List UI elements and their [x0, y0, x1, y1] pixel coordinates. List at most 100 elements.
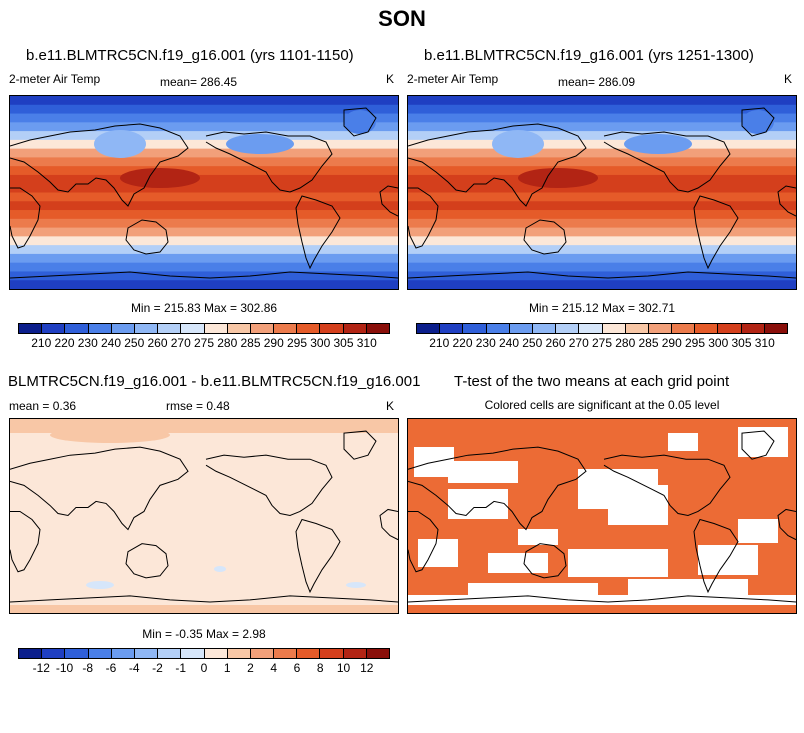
temperature-colorbar-swatch [343, 324, 367, 333]
difference-colorbar-tick-label: -12 [32, 661, 50, 675]
temperature-colorbar-tick-label: 220 [54, 336, 75, 350]
temperature-colorbar-tick-label: 240 [498, 336, 520, 350]
panel3-colorbar-ticks: -12 -10 -8 -6 -4 -2 -1 0 1 2 4 6 8 10 12 [18, 661, 390, 675]
temperature-colorbar-tick-label: 240 [100, 336, 122, 350]
temperature-colorbar-tick-label: 280 [615, 336, 636, 350]
panel3-map [9, 418, 399, 614]
temperature-colorbar-swatch [440, 324, 464, 333]
temperature-colorbar-swatch [227, 324, 251, 333]
temperature-colorbar-swatch [134, 324, 159, 333]
temperature-colorbar-swatch [181, 324, 205, 333]
difference-colorbar-swatch [274, 649, 298, 658]
panel3-mean: mean = 0.36 [9, 399, 77, 413]
difference-colorbar-swatch [366, 649, 389, 658]
panel2-minmax: Min = 215.12 Max = 302.71 [528, 301, 676, 315]
difference-colorbar-tick-label: 1 [223, 661, 231, 675]
temperature-colorbar-swatch [250, 324, 275, 333]
temperature-colorbar-tick-label: 310 [754, 336, 775, 350]
panel2-colorbar [416, 323, 788, 334]
panel1-units: K [386, 72, 395, 86]
panel1-mean: mean= 286.45 [160, 75, 238, 89]
panel3-difference-field [10, 419, 398, 613]
panel2-temperature-field [408, 96, 796, 289]
panel1-colorbar-ticks: 210 220 230 240 250 260 270 275 280 285 290 295 300 3… [18, 336, 390, 350]
difference-colorbar-tick-label: 12 [360, 661, 374, 675]
temperature-colorbar-swatch [718, 324, 742, 333]
temperature-colorbar-tick-label: 300 [310, 336, 331, 350]
difference-colorbar-tick-label: 10 [336, 661, 351, 675]
difference-colorbar-swatch [111, 649, 135, 658]
temperature-colorbar-swatch [19, 324, 43, 333]
temperature-colorbar-tick-label: 220 [452, 336, 473, 350]
difference-colorbar-tick-label: 6 [293, 661, 301, 675]
difference-colorbar-swatch [250, 649, 275, 658]
difference-colorbar-swatch [42, 649, 66, 658]
temperature-colorbar-tick-label: 290 [263, 336, 284, 350]
panel3-minmax: Min = -0.35 Max = 2.98 [142, 627, 266, 641]
temperature-colorbar-tick-label: 210 [31, 336, 52, 350]
difference-colorbar-swatch [158, 649, 182, 658]
difference-colorbar-tick-label: -1 [175, 661, 187, 675]
temperature-colorbar-tick-label: 275 [193, 336, 215, 350]
temperature-colorbar-swatch [274, 324, 298, 333]
temperature-colorbar-tick-label: 305 [333, 336, 354, 350]
temperature-colorbar-tick-label: 230 [77, 336, 98, 350]
temperature-colorbar-tick-label: 285 [240, 336, 261, 350]
difference-colorbar-tick-label: -2 [152, 661, 163, 675]
difference-colorbar-tick-label: -4 [128, 661, 140, 675]
temperature-colorbar-swatch [602, 324, 626, 333]
temperature-colorbar-swatch [625, 324, 649, 333]
temperature-colorbar-swatch [672, 324, 696, 333]
temperature-colorbar-tick-label: 270 [170, 336, 191, 350]
difference-colorbar-tick-label: -6 [105, 661, 117, 675]
panel4-title: T-test of the two means at each grid poi… [454, 373, 730, 390]
panel1-minmax: Min = 215.83 Max = 302.86 [130, 301, 278, 315]
difference-colorbar-tick-label: -10 [55, 661, 74, 675]
temperature-colorbar-tick-label: 295 [684, 336, 706, 350]
difference-colorbar-swatch [19, 649, 43, 658]
temperature-colorbar-tick-label: 300 [708, 336, 729, 350]
temperature-colorbar-tick-label: 250 [124, 336, 145, 350]
panel4-map [407, 418, 797, 614]
difference-colorbar-swatch [343, 649, 367, 658]
temperature-colorbar-tick-label: 230 [475, 336, 496, 350]
temperature-colorbar-tick-label: 280 [217, 336, 238, 350]
panel1-temperature-field [10, 96, 398, 289]
difference-colorbar-swatch [88, 649, 112, 658]
panel4-significance-field [408, 419, 796, 613]
temperature-colorbar-tick-label: 260 [147, 336, 168, 350]
difference-colorbar-swatch [204, 649, 228, 658]
panel3-title: BLMTRC5CN.f19_g16.001 - b.e11.BLMTRC5CN.… [8, 373, 421, 390]
difference-colorbar-tick-label: 2 [247, 661, 254, 675]
panel2-mean: mean= 286.09 [558, 75, 636, 89]
panel4-subtitle: Colored cells are significant at the 0.0… [484, 398, 720, 412]
temperature-colorbar-swatch [42, 324, 66, 333]
temperature-colorbar-tick-label: 285 [638, 336, 659, 350]
panel2-colorbar-ticks: 210 220 230 240 250 260 270 275 280 285 290 295 300 3… [416, 336, 788, 350]
temperature-colorbar-swatch [648, 324, 673, 333]
panel3-colorbar [18, 648, 390, 659]
panel2-units: K [784, 72, 793, 86]
temperature-colorbar-swatch [486, 324, 510, 333]
temperature-colorbar-swatch [463, 324, 487, 333]
temperature-colorbar-swatch [111, 324, 135, 333]
temperature-colorbar-tick-label: 305 [731, 336, 752, 350]
difference-colorbar-swatch [227, 649, 251, 658]
temperature-colorbar-swatch [695, 324, 719, 333]
difference-colorbar-swatch [134, 649, 159, 658]
temperature-colorbar-swatch [532, 324, 557, 333]
difference-colorbar-swatch [65, 649, 89, 658]
difference-colorbar-tick-label: 0 [200, 661, 208, 675]
panel3-units: K [386, 399, 395, 413]
panel2-map [407, 95, 797, 290]
panel2-title: b.e11.BLMTRC5CN.f19_g16.001 (yrs 1251-13… [424, 47, 754, 64]
temperature-colorbar-tick-label: 310 [356, 336, 377, 350]
panel2-variable-label: 2-meter Air Temp [407, 72, 499, 86]
temperature-colorbar-tick-label: 275 [591, 336, 613, 350]
temperature-colorbar-swatch [366, 324, 389, 333]
difference-colorbar-swatch [320, 649, 344, 658]
panel1-colorbar [18, 323, 390, 334]
temperature-colorbar-swatch [88, 324, 112, 333]
temperature-colorbar-swatch [158, 324, 182, 333]
temperature-colorbar-tick-label: 260 [545, 336, 566, 350]
